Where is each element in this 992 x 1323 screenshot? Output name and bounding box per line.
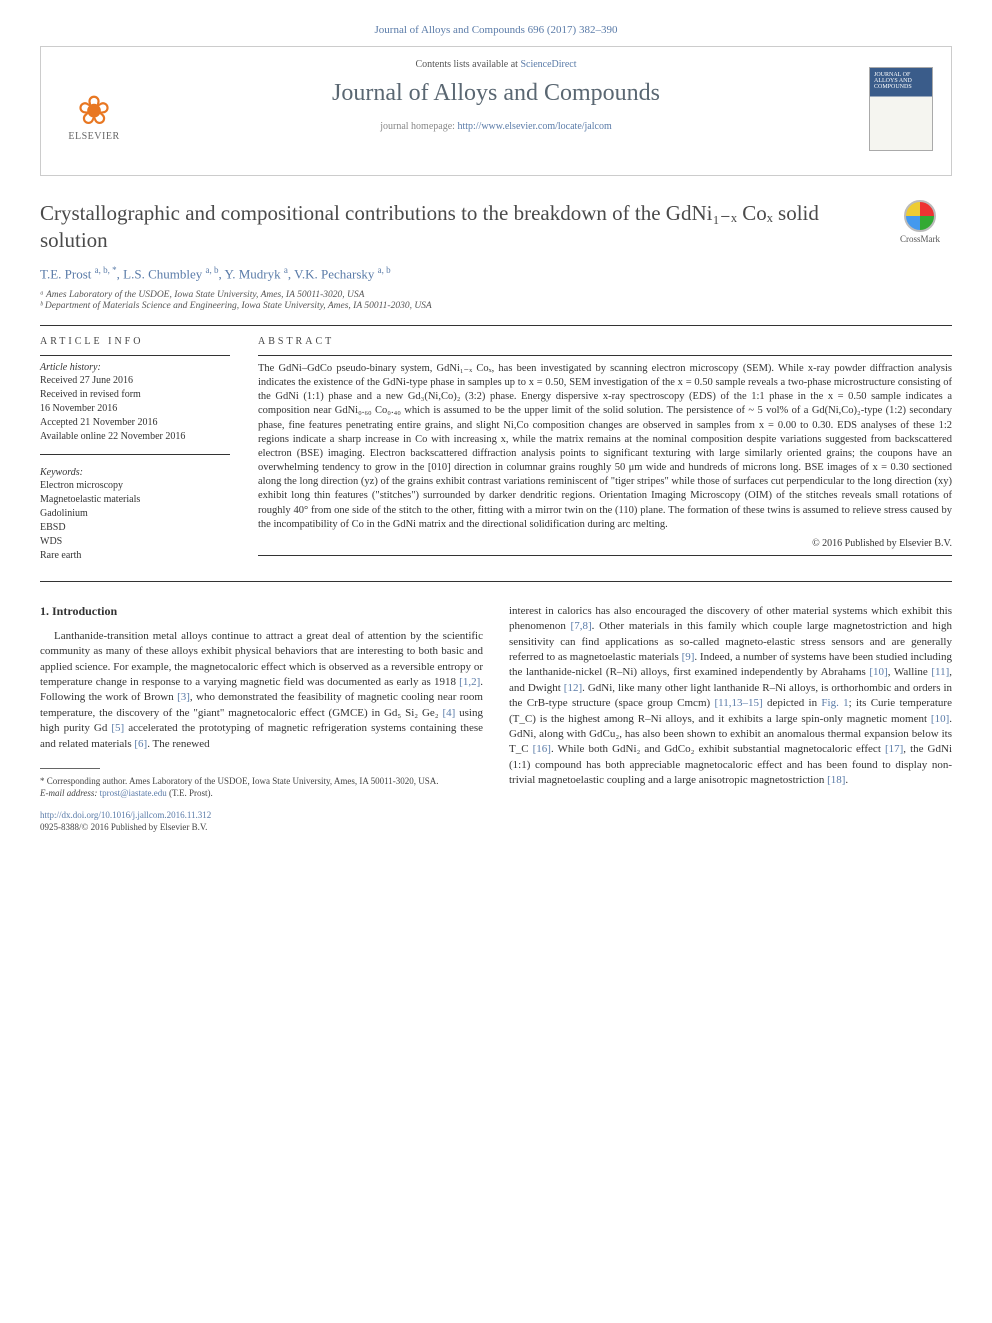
keyword: EBSD: [40, 521, 230, 535]
email-footnote: E-mail address: tprost@iastate.edu (T.E.…: [40, 787, 483, 799]
authors-line: T.E. Prost a, b, *, L.S. Chumbley a, b, …: [40, 265, 952, 282]
keyword: WDS: [40, 535, 230, 549]
email-label: E-mail address:: [40, 788, 100, 798]
history-received: Received 27 June 2016: [40, 374, 230, 388]
homepage-prefix: journal homepage:: [380, 121, 457, 132]
body-column-right: interest in calorics has also encouraged…: [509, 604, 952, 834]
crossmark-badge[interactable]: CrossMark: [888, 200, 952, 244]
citation-line: Journal of Alloys and Compounds 696 (201…: [40, 24, 952, 36]
email-suffix: (T.E. Prost).: [167, 788, 213, 798]
publisher-name: ELSEVIER: [59, 131, 129, 142]
homepage-link[interactable]: http://www.elsevier.com/locate/jalcom: [457, 121, 611, 132]
sciencedirect-link[interactable]: ScienceDirect: [520, 59, 576, 70]
history-online: Available online 22 November 2016: [40, 430, 230, 444]
body-column-left: 1. Introduction Lanthanide-transition me…: [40, 604, 483, 834]
info-divider: [40, 355, 230, 356]
cover-title: JOURNAL OF ALLOYS AND COMPOUNDS: [872, 70, 930, 92]
doi-block: http://dx.doi.org/10.1016/j.jallcom.2016…: [40, 809, 483, 833]
abstract-column: ABSTRACT The GdNi–GdCo pseudo-binary sys…: [258, 336, 952, 563]
footnote-separator: [40, 768, 100, 769]
abstract-divider: [258, 355, 952, 356]
section-heading-introduction: 1. Introduction: [40, 604, 483, 619]
email-link[interactable]: tprost@iastate.edu: [100, 788, 167, 798]
affiliations: ᵃ Ames Laboratory of the USDOE, Iowa Sta…: [40, 290, 952, 311]
contents-prefix: Contents lists available at: [415, 59, 520, 70]
crossmark-label: CrossMark: [888, 234, 952, 244]
full-divider: [40, 581, 952, 582]
corresponding-author-footnote: * Corresponding author. Ames Laboratory …: [40, 775, 483, 787]
keywords-label: Keywords:: [40, 467, 230, 478]
crossmark-icon: [904, 200, 936, 232]
affiliation-a: ᵃ Ames Laboratory of the USDOE, Iowa Sta…: [40, 290, 952, 300]
issn-copyright: 0925-8388/© 2016 Published by Elsevier B…: [40, 822, 207, 832]
abstract-heading: ABSTRACT: [258, 336, 952, 347]
article-info-column: ARTICLE INFO Article history: Received 2…: [40, 336, 230, 563]
history-label: Article history:: [40, 362, 230, 373]
abstract-copyright: © 2016 Published by Elsevier B.V.: [258, 538, 952, 549]
history-revised-date: 16 November 2016: [40, 402, 230, 416]
abstract-bottom-divider: [258, 555, 952, 556]
keywords-divider: [40, 454, 230, 455]
journal-header: ❀ ELSEVIER Contents lists available at S…: [40, 46, 952, 176]
journal-cover-thumbnail: JOURNAL OF ALLOYS AND COMPOUNDS: [869, 67, 933, 151]
history-accepted: Accepted 21 November 2016: [40, 416, 230, 430]
doi-link[interactable]: http://dx.doi.org/10.1016/j.jallcom.2016…: [40, 810, 211, 820]
divider: [40, 325, 952, 326]
keyword: Rare earth: [40, 549, 230, 563]
elsevier-tree-icon: ❀: [59, 91, 129, 131]
keyword: Electron microscopy: [40, 479, 230, 493]
contents-available-line: Contents lists available at ScienceDirec…: [161, 59, 831, 70]
article-title: Crystallographic and compositional contr…: [40, 200, 874, 255]
article-info-heading: ARTICLE INFO: [40, 336, 230, 347]
intro-paragraph-2: interest in calorics has also encouraged…: [509, 604, 952, 789]
homepage-line: journal homepage: http://www.elsevier.co…: [161, 121, 831, 132]
keyword: Magnetoelastic materials: [40, 493, 230, 507]
intro-paragraph-1: Lanthanide-transition metal alloys conti…: [40, 629, 483, 752]
abstract-text: The GdNi–GdCo pseudo-binary system, GdNi…: [258, 362, 952, 532]
keyword: Gadolinium: [40, 507, 230, 521]
journal-name: Journal of Alloys and Compounds: [161, 80, 831, 107]
history-revised-label: Received in revised form: [40, 388, 230, 402]
publisher-logo: ❀ ELSEVIER: [59, 91, 129, 142]
affiliation-b: ᵇ Department of Materials Science and En…: [40, 301, 952, 311]
